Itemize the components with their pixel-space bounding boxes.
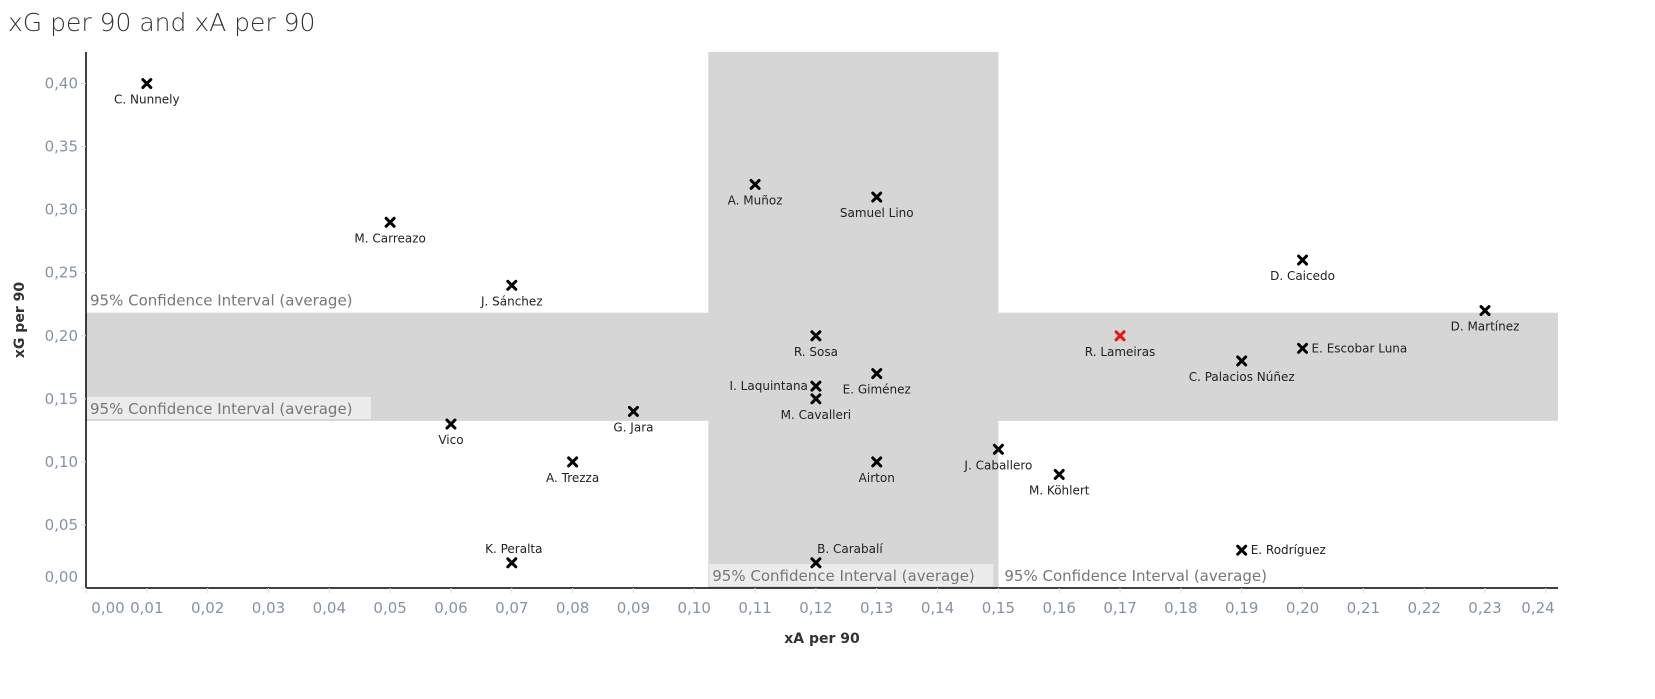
band-label: 95% Confidence Interval (average) <box>1004 567 1267 585</box>
y-tick-label: 0,05 <box>45 516 78 534</box>
data-point-marker <box>445 418 457 430</box>
x-tick-label: 0,00 <box>91 599 124 617</box>
data-point-marker <box>1236 355 1248 367</box>
data-point-label: B. Carabalí <box>817 542 883 556</box>
x-tick-label: 0,09 <box>617 599 650 617</box>
data-point-label: Airton <box>859 471 895 485</box>
y-tick-label: 0,15 <box>45 390 78 408</box>
data-point-marker <box>810 380 822 392</box>
x-tick-label: 0,10 <box>678 599 711 617</box>
data-point-marker <box>871 456 883 468</box>
x-tick-label: 0,24 <box>1521 599 1554 617</box>
y-tick-label: 0,25 <box>45 264 78 282</box>
y-tick-label: 0,30 <box>45 201 78 219</box>
data-point-label: G. Jara <box>613 420 653 434</box>
data-point-marker <box>141 78 153 90</box>
band-label: 95% Confidence Interval (average) <box>90 400 353 418</box>
x-tick-label: 0,03 <box>252 599 285 617</box>
x-tick-label: 0,23 <box>1468 599 1501 617</box>
x-tick-label: 0,19 <box>1225 599 1258 617</box>
y-axis-title: xG per 90 <box>12 282 28 358</box>
x-axis-title: xA per 90 <box>784 631 860 647</box>
data-point-label: Samuel Lino <box>840 206 914 220</box>
x-tick-label: 0,13 <box>860 599 893 617</box>
data-point-marker <box>871 191 883 203</box>
x-tick-label: 0,12 <box>799 599 832 617</box>
data-point-label: E. Giménez <box>843 383 911 397</box>
x-tick-label: 0,21 <box>1347 599 1380 617</box>
x-tick-label: 0,11 <box>738 599 771 617</box>
data-point-marker <box>506 557 518 569</box>
x-tick-label: 0,14 <box>921 599 954 617</box>
data-point-marker <box>992 443 1004 455</box>
data-point-marker <box>1236 544 1248 556</box>
data-point-label: K. Peralta <box>485 542 542 556</box>
vertical-confidence-band <box>708 52 999 588</box>
data-point-label: M. Carreazo <box>354 231 425 245</box>
data-point-label: I. Laquintana <box>730 379 808 393</box>
data-point-marker <box>810 393 822 405</box>
y-tick-label: 0,10 <box>45 453 78 471</box>
x-tick-label: 0,02 <box>191 599 224 617</box>
data-point-label: R. Lameiras <box>1085 345 1156 359</box>
data-point-label: A. Trezza <box>546 471 599 485</box>
y-tick-label: 0,35 <box>45 138 78 156</box>
x-tick-label: 0,04 <box>313 599 346 617</box>
data-point-label: D. Martínez <box>1451 320 1520 334</box>
data-point-marker <box>1297 342 1309 354</box>
y-tick-label: 0,40 <box>45 75 78 93</box>
y-tick-label: 0,20 <box>45 327 78 345</box>
band-label: 95% Confidence Interval (average) <box>712 567 975 585</box>
data-point-marker <box>627 405 639 417</box>
data-point-label: C. Nunnely <box>114 93 180 107</box>
x-tick-label: 0,01 <box>130 599 163 617</box>
data-point-label: J. Sánchez <box>480 294 543 308</box>
data-point-label: R. Sosa <box>794 345 838 359</box>
data-point-label: E. Rodríguez <box>1251 543 1326 557</box>
data-point-marker <box>506 279 518 291</box>
x-tick-label: 0,17 <box>1103 599 1136 617</box>
x-tick-label: 0,08 <box>556 599 589 617</box>
data-point-label: A. Muñoz <box>728 193 783 207</box>
x-tick-label: 0,16 <box>1043 599 1076 617</box>
data-point-marker <box>1479 305 1491 317</box>
data-point-label: M. Köhlert <box>1029 483 1090 497</box>
data-point-marker <box>1114 330 1126 342</box>
data-point-marker <box>567 456 579 468</box>
x-tick-label: 0,15 <box>982 599 1015 617</box>
band-label-bg <box>87 396 371 419</box>
data-point-label: J. Caballero <box>963 458 1032 472</box>
x-tick-label: 0,07 <box>495 599 528 617</box>
data-point-marker <box>810 330 822 342</box>
chart-title: xG per 90 and xA per 90 <box>8 8 316 37</box>
data-point-marker <box>871 368 883 380</box>
x-tick-label: 0,20 <box>1286 599 1319 617</box>
data-point-marker <box>1053 468 1065 480</box>
x-tick-label: 0,05 <box>373 599 406 617</box>
data-point-marker <box>384 216 396 228</box>
y-tick-label: 0,00 <box>45 568 78 586</box>
band-label: 95% Confidence Interval (average) <box>90 292 353 310</box>
data-point-label: M. Cavalleri <box>781 408 852 422</box>
data-point-label: Vico <box>438 433 463 447</box>
data-point-label: D. Caicedo <box>1270 269 1335 283</box>
data-point-marker <box>749 178 761 190</box>
x-tick-label: 0,18 <box>1164 599 1197 617</box>
data-point-label: C. Palacios Núñez <box>1189 370 1295 384</box>
band-label-bg <box>709 564 994 586</box>
data-point-marker <box>810 557 822 569</box>
x-tick-label: 0,22 <box>1407 599 1440 617</box>
x-tick-label: 0,06 <box>434 599 467 617</box>
data-point-label: E. Escobar Luna <box>1312 341 1408 355</box>
data-point-marker <box>1297 254 1309 266</box>
